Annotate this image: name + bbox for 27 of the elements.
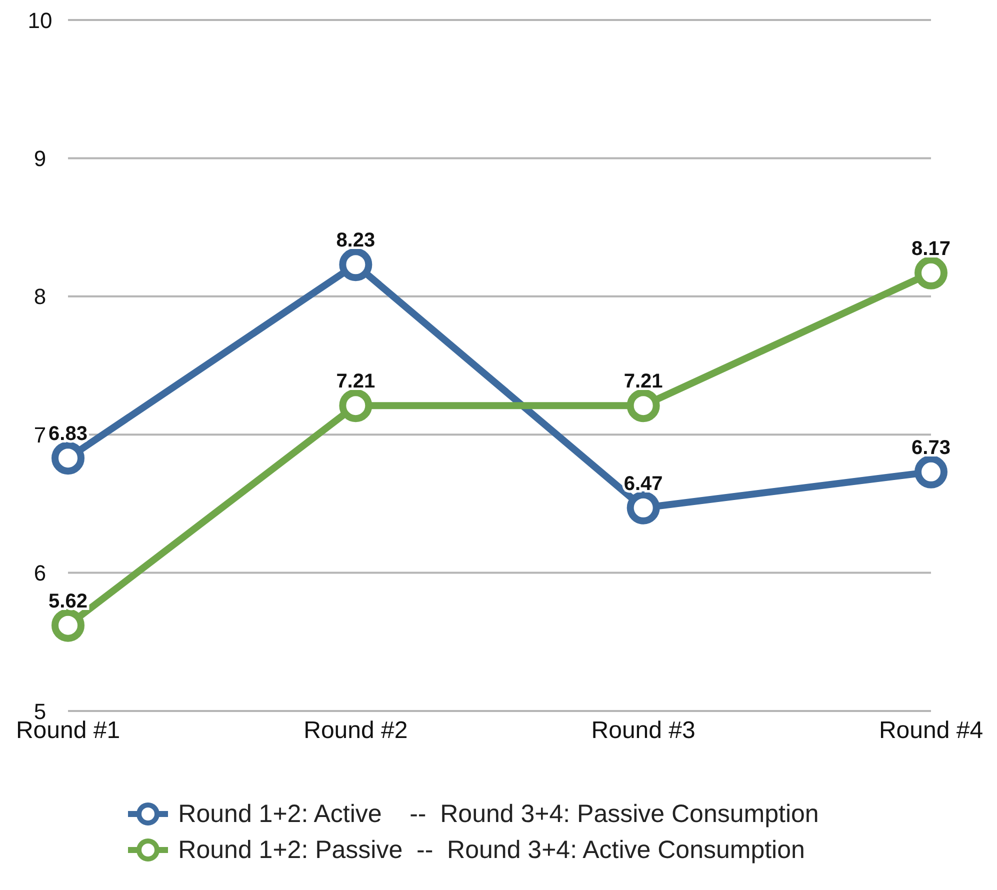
data-label: 6.83 (48, 423, 88, 446)
x-tick-label: Round #4 (878, 717, 984, 744)
point (914, 455, 948, 488)
x-tick-label: Round #3 (591, 717, 696, 744)
y-tick-label: 6 (34, 560, 46, 586)
point (339, 389, 372, 422)
legend-label: Round 1+2: Passive -- Round 3+4: Active Consumption (178, 836, 805, 864)
point (626, 389, 660, 422)
y-tick-label: 8 (34, 284, 46, 310)
data-label: 7.21 (624, 370, 663, 393)
y-tick-label: 5 (34, 698, 46, 724)
data-label: 5.62 (48, 590, 88, 612)
x-tick-label: Round #2 (304, 717, 408, 744)
data-label: 6.73 (912, 436, 950, 459)
point (52, 442, 84, 475)
y-tick-label: 9 (34, 146, 46, 172)
point (914, 256, 948, 290)
point (626, 491, 660, 524)
data-label: 6.47 (624, 472, 663, 495)
data-label: 7.21 (336, 370, 376, 393)
point (339, 248, 372, 282)
legend-label: Round 1+2: Active -- Round 3+4: Passive Consumption (178, 800, 819, 828)
y-tick-label: 10 (28, 8, 52, 33)
y-tick-label: 7 (34, 422, 46, 448)
data-label: 8.23 (336, 230, 376, 252)
point (52, 608, 84, 642)
data-label: 8.17 (912, 238, 950, 260)
